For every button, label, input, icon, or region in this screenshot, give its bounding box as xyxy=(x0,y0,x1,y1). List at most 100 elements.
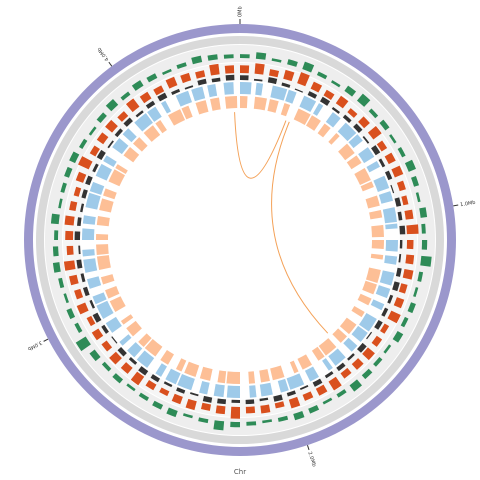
track-bar xyxy=(60,182,67,193)
feature-block xyxy=(240,82,252,95)
track-bar xyxy=(74,288,84,300)
feature-block xyxy=(362,280,377,295)
track-bar xyxy=(255,52,267,60)
track-bar xyxy=(405,254,415,265)
track-bar xyxy=(396,180,406,192)
x-tick-label: 3.0Mb xyxy=(27,339,43,351)
track-bar xyxy=(420,255,432,267)
feature-block xyxy=(226,371,240,384)
feature-block xyxy=(359,313,377,332)
track-bar xyxy=(392,281,400,292)
track-bar xyxy=(351,358,364,370)
feature-block xyxy=(92,292,107,305)
track-bar xyxy=(91,328,104,341)
track-bar xyxy=(224,65,235,74)
track-bar xyxy=(225,74,235,81)
track-bar xyxy=(394,197,402,207)
track-bar xyxy=(421,223,426,234)
track-bar xyxy=(138,392,149,401)
track-bar xyxy=(260,404,271,414)
track-bar xyxy=(340,367,352,379)
track-bar xyxy=(367,125,382,140)
track-bar xyxy=(74,322,83,333)
feature-block xyxy=(86,276,102,289)
track-bar xyxy=(273,394,283,402)
track-bar xyxy=(209,63,220,76)
track-bar xyxy=(374,320,383,330)
track-bar xyxy=(336,389,347,398)
feature-block xyxy=(175,90,192,107)
x-tick-label: 1.0Mb xyxy=(460,200,476,208)
feature-block xyxy=(181,105,193,120)
track-bar xyxy=(400,316,409,328)
track-bar xyxy=(76,259,83,269)
track-bar xyxy=(397,211,403,221)
track-bar xyxy=(145,380,157,391)
track-bar xyxy=(376,140,388,152)
feature-block xyxy=(134,113,153,132)
track-bar xyxy=(73,186,82,197)
feature-block xyxy=(285,89,297,104)
feature-block xyxy=(240,96,248,109)
feature-block xyxy=(280,103,291,117)
track-bar xyxy=(335,95,349,109)
feature-block xyxy=(195,100,209,115)
feature-block xyxy=(255,82,264,96)
track-bar xyxy=(114,128,123,138)
track-bar xyxy=(293,411,305,421)
track-bar xyxy=(230,421,240,428)
feature-block xyxy=(351,306,365,318)
feature-block xyxy=(382,207,397,224)
track-bar xyxy=(231,399,240,403)
track-bar xyxy=(96,149,106,160)
feature-block xyxy=(175,358,187,372)
feature-block xyxy=(313,103,324,116)
track-bar xyxy=(362,135,370,144)
track-bar xyxy=(392,331,404,343)
feature-block xyxy=(343,337,358,352)
feature-block xyxy=(370,299,385,311)
track-bar xyxy=(391,165,404,178)
track-bar xyxy=(92,163,99,173)
tick-mark xyxy=(306,445,310,451)
track-bar xyxy=(240,54,250,59)
track-bar xyxy=(191,55,203,65)
track-bar xyxy=(117,347,127,357)
track-bar xyxy=(180,72,192,84)
track-bar xyxy=(105,119,118,133)
feature-block xyxy=(304,366,319,382)
track-bar xyxy=(176,62,187,69)
track-bar xyxy=(379,119,390,131)
track-bar xyxy=(157,92,168,102)
track-bar xyxy=(165,76,178,89)
track-bar xyxy=(262,419,273,424)
feature-block xyxy=(105,286,120,299)
track-bar xyxy=(190,392,199,397)
track-bar xyxy=(184,85,194,90)
tick-mark xyxy=(108,61,113,67)
track-bar xyxy=(120,362,133,374)
track-bar xyxy=(353,123,363,133)
feature-block xyxy=(385,223,398,230)
track-bar xyxy=(63,293,69,304)
track-bar xyxy=(52,246,59,257)
x-tick-label: 2.0Mb xyxy=(306,451,317,468)
track-bar xyxy=(402,268,414,280)
track-bar xyxy=(96,132,109,145)
track-bar xyxy=(96,112,107,124)
feature-block xyxy=(96,244,109,256)
track-bar xyxy=(81,189,88,199)
track-bar xyxy=(198,417,209,424)
track-bar xyxy=(383,344,392,354)
track-bar xyxy=(397,147,406,158)
feature-block xyxy=(85,192,101,210)
track-bar xyxy=(77,217,82,227)
feature-block xyxy=(259,382,273,397)
feature-block xyxy=(155,120,167,134)
track-bar xyxy=(171,393,183,405)
feature-block xyxy=(103,188,117,200)
track-bar xyxy=(331,106,340,114)
x-tick-label: 0Mb xyxy=(238,6,244,17)
feature-block xyxy=(249,385,257,398)
track-bar xyxy=(387,294,394,304)
